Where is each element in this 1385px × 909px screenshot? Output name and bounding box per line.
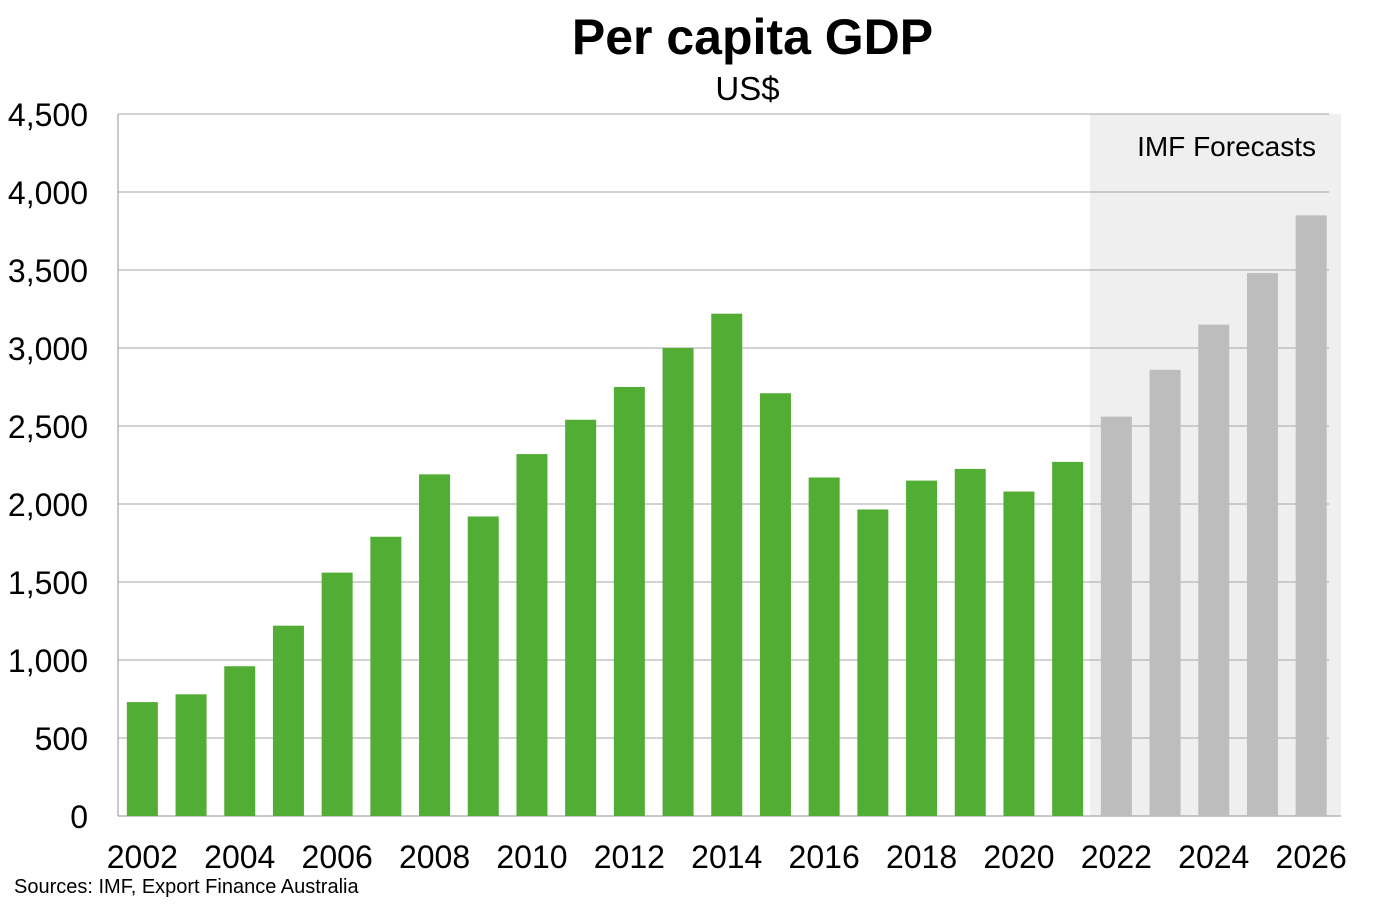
y-tick-label: 2,500 [8,409,88,445]
y-tick-label: 1,500 [8,565,88,601]
data-bar [565,419,597,816]
data-bar [1052,461,1084,816]
data-bar [808,477,840,816]
data-bar [759,393,791,816]
x-tick-label: 2010 [496,839,567,875]
y-tick-label: 4,000 [8,175,88,211]
x-tick-label: 2020 [983,839,1054,875]
source-note: Sources: IMF, Export Finance Australia [14,876,359,898]
y-tick-label: 2,000 [8,487,88,523]
x-tick-label: 2016 [789,839,860,875]
y-tick-label: 1,000 [8,643,88,679]
forecast-bar [1100,416,1132,816]
data-bar [224,666,256,816]
data-bar [272,625,304,816]
data-bar [662,348,694,816]
data-bar [370,536,402,816]
x-tick-label: 2008 [399,839,470,875]
forecast-bar [1295,215,1327,816]
chart-title: Per capita GDP [571,9,934,65]
y-tick-label: 3,000 [8,331,88,367]
x-tick-label: 2012 [594,839,665,875]
forecast-bar [1198,324,1230,816]
y-tick-label: 500 [35,721,88,757]
data-bar [321,572,353,816]
data-bar [126,702,158,816]
data-bar [954,468,986,816]
data-bar [419,474,451,816]
forecast-bar [1149,369,1181,816]
y-tick-label: 4,500 [8,97,88,133]
y-tick-label: 3,500 [8,253,88,289]
x-tick-label: 2026 [1276,839,1347,875]
x-tick-label: 2014 [691,839,762,875]
forecast-bar [1246,273,1278,816]
data-bar [1003,491,1035,816]
x-tick-label: 2002 [107,839,178,875]
chart-subtitle: US$ [715,70,780,107]
x-tick-label: 2006 [302,839,373,875]
forecast-annotation: IMF Forecasts [1137,131,1316,162]
data-bar [175,694,207,816]
data-bar [613,387,645,816]
y-tick-label: 0 [70,799,88,835]
data-bar [711,313,743,816]
x-tick-label: 2004 [204,839,275,875]
data-bar [857,509,889,816]
x-tick-label: 2018 [886,839,957,875]
x-tick-label: 2022 [1081,839,1152,875]
data-bar [906,480,938,816]
x-tick-label: 2024 [1178,839,1249,875]
data-bar [467,516,499,816]
data-bar [516,454,548,816]
